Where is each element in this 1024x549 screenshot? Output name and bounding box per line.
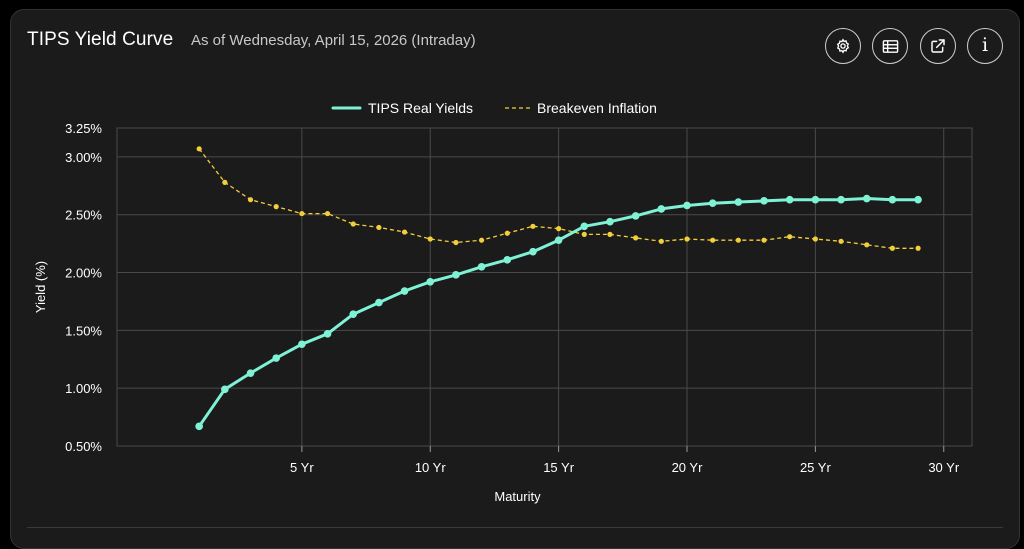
y-tick-label: 3.00% <box>65 150 102 165</box>
tips-real-yields-point <box>452 271 460 279</box>
breakeven-inflation-point <box>299 210 305 217</box>
y-tick-label: 0.50% <box>65 439 102 454</box>
tips-real-yields-point <box>529 247 537 256</box>
tips-real-yields-point <box>760 197 768 205</box>
breakeven-inflation-point <box>633 235 639 241</box>
legend-label-breakeven: Breakeven Inflation <box>537 100 657 116</box>
breakeven-inflation-point <box>889 245 896 251</box>
tips-real-yields-point <box>811 195 820 204</box>
external-link-icon <box>931 39 945 53</box>
y-tick-label: 2.50% <box>65 208 102 223</box>
breakeven-inflation-point <box>273 204 279 210</box>
tips-real-yields-point <box>862 194 871 203</box>
settings-button[interactable] <box>825 28 861 64</box>
breakeven-inflation-point <box>453 239 459 246</box>
tips-real-yields-point <box>426 277 435 286</box>
y-axis-title: Yield (%) <box>33 261 48 313</box>
breakeven-inflation-point <box>530 223 536 229</box>
tips-real-yields-point <box>272 354 280 362</box>
plot-area <box>116 127 973 447</box>
tips-real-yields-point <box>503 256 512 264</box>
breakeven-inflation-point <box>684 236 690 242</box>
tips-real-yields-point <box>631 212 640 220</box>
table-icon <box>882 39 898 53</box>
x-tick-label: 10 Yr <box>415 460 447 475</box>
info-icon: i <box>981 34 989 56</box>
breakeven-inflation-point <box>247 197 254 203</box>
x-tick-label: 15 Yr <box>543 460 575 475</box>
bottom-divider <box>27 527 1003 528</box>
y-tick-label: 3.25% <box>65 121 102 136</box>
as-of-date: As of Wednesday, April 15, 2026 (Intrada… <box>191 32 476 49</box>
tips-real-yields-point <box>708 199 717 207</box>
breakeven-inflation-point <box>350 221 356 227</box>
breakeven-inflation-point <box>222 179 228 185</box>
tips-real-yields-point <box>323 330 332 338</box>
breakeven-inflation-point <box>607 231 613 237</box>
breakeven-inflation-line <box>198 148 919 249</box>
y-tick-label: 2.00% <box>65 266 102 281</box>
x-axis-title: Maturity <box>494 489 541 504</box>
tips-real-yields-point <box>221 385 229 394</box>
info-button[interactable]: i <box>967 28 1003 64</box>
tips-real-yields-point <box>195 422 203 431</box>
tips-real-yields-point <box>477 262 486 271</box>
legend-label-real-yields: TIPS Real Yields <box>368 100 473 116</box>
tips-real-yields-point <box>580 222 589 231</box>
x-tick-label: 20 Yr <box>672 460 704 475</box>
tips-real-yields-point <box>888 195 897 204</box>
gear-icon <box>836 38 850 54</box>
tips-real-yields-point <box>914 195 922 204</box>
y-tick-label: 1.00% <box>65 381 102 396</box>
breakeven-inflation-point <box>556 226 562 232</box>
tips-real-yields-point <box>246 369 255 377</box>
tips-real-yields-point <box>734 198 743 206</box>
x-tick-label: 25 Yr <box>800 460 832 475</box>
page-title: TIPS Yield Curve <box>27 29 174 50</box>
breakeven-inflation-point <box>710 237 716 243</box>
breakeven-inflation-point <box>812 236 818 242</box>
breakeven-inflation-point <box>735 237 741 243</box>
x-tick-label: 30 Yr <box>928 460 960 475</box>
tips-real-yields-point <box>375 298 383 307</box>
breakeven-inflation-point <box>761 237 767 243</box>
tips-real-yields-point <box>298 340 306 349</box>
tips-real-yields-point <box>683 201 691 210</box>
breakeven-inflation-point <box>838 238 844 244</box>
tips-real-yields-point <box>657 205 666 213</box>
tips-real-yields-point <box>606 217 614 226</box>
breakeven-inflation-point <box>864 242 870 248</box>
chart-panel: TIPS Yield Curve As of Wednesday, April … <box>10 9 1020 549</box>
tips-real-yields-point <box>554 236 563 244</box>
table-view-button[interactable] <box>872 28 908 64</box>
breakeven-inflation-point <box>376 224 382 231</box>
breakeven-inflation-point <box>324 210 331 217</box>
open-external-button[interactable] <box>920 28 956 64</box>
breakeven-inflation-point <box>581 231 587 237</box>
breakeven-inflation-point <box>658 238 664 244</box>
breakeven-inflation-point <box>915 245 921 251</box>
tips-real-yields-point <box>785 195 794 204</box>
breakeven-inflation-point <box>427 236 433 242</box>
tips-real-yields-point <box>349 310 358 318</box>
breakeven-inflation-point <box>401 229 408 235</box>
tips-real-yields-point <box>400 287 409 295</box>
breakeven-inflation-point <box>478 237 485 243</box>
breakeven-inflation-point <box>196 146 202 152</box>
y-tick-label: 1.50% <box>65 323 102 338</box>
breakeven-inflation-point <box>504 230 510 236</box>
breakeven-inflation-point <box>787 234 793 240</box>
tips-real-yields-point <box>837 195 845 204</box>
x-tick-label: 5 Yr <box>290 460 314 475</box>
